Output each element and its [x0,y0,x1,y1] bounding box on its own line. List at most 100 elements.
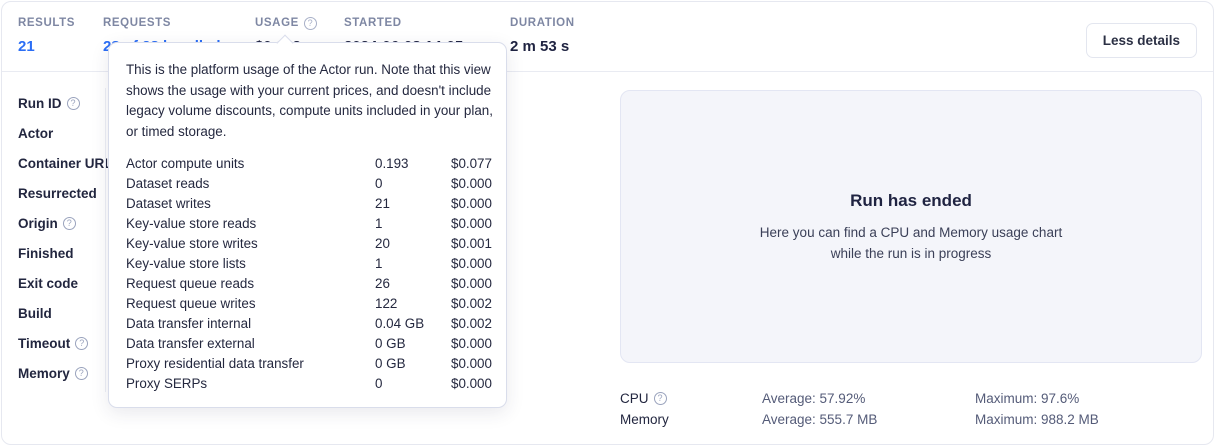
detail-label-exit-code: Exit code [18,275,79,291]
stat-results: RESULTS 21 [18,16,75,56]
usage-tooltip: This is the platform usage of the Actor … [108,34,507,408]
cpu-maximum-value: Maximum: 97.6% [975,391,1080,406]
usage-item-name: Proxy residential data transfer [126,356,304,371]
usage-row: Request queue writes 122 $0.002 [126,294,492,314]
chart-placeholder-subtitle-line1: Here you can find a CPU and Memory usage… [759,224,1063,240]
usage-item-cost: $0.000 [451,356,492,371]
stat-results-label-text: RESULTS [18,17,76,29]
resource-row-memory: Memory Average: 555.7 MB Maximum: 988.2 … [620,409,1202,430]
usage-item-quantity: 26 [375,276,390,291]
usage-row: Actor compute units 0.193 $0.077 [126,154,492,174]
help-circle-icon[interactable]: ? [62,216,76,230]
column-divider [105,88,106,392]
usage-item-cost: $0.000 [451,276,492,291]
cpu-average-value: Average: 57.92% [762,391,866,406]
help-circle-icon[interactable]: ? [74,366,88,380]
usage-item-quantity: 0 GB [375,356,406,371]
usage-breakdown-table: Actor compute units 0.193 $0.077 Dataset… [126,154,492,394]
help-circle-icon[interactable]: ? [75,336,89,350]
usage-item-quantity: 0 GB [375,336,406,351]
resource-name-memory: Memory [620,409,669,430]
detail-row-origin: Origin ? [18,208,104,238]
help-circle-icon[interactable]: ? [66,96,80,110]
usage-row: Request queue reads 26 $0.000 [126,274,492,294]
run-detail-list: Run ID ? Actor Container URL Resurrected… [18,88,113,388]
detail-label-finished: Finished [18,245,74,261]
usage-item-quantity: 0 [375,376,383,391]
detail-row-timeout: Timeout ? [18,328,104,358]
less-details-button[interactable]: Less details [1085,23,1197,58]
usage-item-quantity: 122 [375,296,398,311]
stat-requests-label-text: REQUESTS [103,17,172,29]
usage-item-cost: $0.000 [451,256,492,271]
usage-item-cost: $0.002 [451,296,492,311]
stat-results-value[interactable]: 21 [18,38,35,55]
usage-item-cost: $0.077 [451,156,492,171]
stat-results-label: RESULTS [18,16,75,30]
stat-duration-label: DURATION [510,16,575,30]
resource-label-cpu: CPU [620,391,649,406]
usage-item-name: Key-value store writes [126,236,258,251]
usage-item-quantity: 1 [375,216,383,231]
usage-row: Key-value store writes 20 $0.001 [126,234,492,254]
usage-item-quantity: 1 [375,256,383,271]
detail-label-memory: Memory [18,365,70,381]
detail-label-resurrected: Resurrected [18,185,97,201]
usage-row: Proxy SERPs 0 $0.000 [126,374,492,394]
detail-row-run-id: Run ID ? [18,88,104,118]
usage-row: Data transfer external 0 GB $0.000 [126,334,492,354]
detail-row-resurrected: Resurrected [18,178,104,208]
resource-row-cpu: CPU ? Average: 57.92% Maximum: 97.6% [620,388,1202,409]
detail-row-finished: Finished [18,238,104,268]
memory-average-value: Average: 555.7 MB [762,412,878,427]
usage-chart-placeholder: Run has ended Here you can find a CPU an… [620,90,1202,363]
usage-item-quantity: 0.193 [375,156,409,171]
usage-item-quantity: 0.04 GB [375,316,425,331]
resource-stats: CPU ? Average: 57.92% Maximum: 97.6% Mem… [620,388,1202,430]
resource-name-cpu: CPU ? [620,388,667,409]
usage-item-quantity: 21 [375,196,390,211]
help-circle-icon[interactable]: ? [653,392,667,405]
detail-row-actor: Actor [18,118,104,148]
detail-label-container-url: Container URL [18,155,113,171]
usage-row: Dataset reads 0 $0.000 [126,174,492,194]
chart-placeholder-subtitle: Here you can find a CPU and Memory usage… [760,222,1062,264]
usage-item-name: Request queue writes [126,296,256,311]
memory-maximum-value: Maximum: 988.2 MB [975,412,1099,427]
usage-row: Proxy residential data transfer 0 GB $0.… [126,354,492,374]
stat-usage-label: USAGE ? [255,16,317,30]
usage-item-cost: $0.000 [451,196,492,211]
usage-item-cost: $0.002 [451,316,492,331]
detail-label-origin: Origin [18,215,58,231]
tooltip-description: This is the platform usage of the Actor … [126,62,493,139]
chart-placeholder-title: Run has ended [850,190,972,210]
stat-started-label-text: STARTED [344,17,402,29]
stat-requests-label: REQUESTS [103,16,221,30]
resource-label-memory: Memory [620,412,669,427]
stat-duration: DURATION 2 m 53 s [510,16,575,56]
stat-duration-value: 2 m 53 s [510,38,570,55]
usage-row: Dataset writes 21 $0.000 [126,194,492,214]
detail-row-container-url: Container URL [18,148,113,178]
stat-started-label: STARTED [344,16,463,30]
usage-item-cost: $0.000 [451,376,492,391]
usage-row: Data transfer internal 0.04 GB $0.002 [126,314,492,334]
usage-item-cost: $0.000 [451,176,492,191]
stat-usage-label-text: USAGE [255,17,299,29]
usage-item-name: Dataset writes [126,196,211,211]
usage-item-name: Key-value store lists [126,256,246,271]
detail-row-build: Build [18,298,104,328]
usage-item-quantity: 0 [375,176,383,191]
detail-row-exit-code: Exit code [18,268,104,298]
usage-row: Key-value store lists 1 $0.000 [126,254,492,274]
usage-item-cost: $0.000 [451,216,492,231]
usage-item-name: Actor compute units [126,156,245,171]
help-circle-icon[interactable]: ? [303,16,317,30]
stat-duration-label-text: DURATION [510,17,575,29]
chart-placeholder-subtitle-line2: while the run is in progress [830,245,992,261]
detail-row-memory: Memory ? [18,358,104,388]
usage-row: Key-value store reads 1 $0.000 [126,214,492,234]
usage-item-name: Dataset reads [126,176,210,191]
detail-label-actor: Actor [18,125,54,141]
